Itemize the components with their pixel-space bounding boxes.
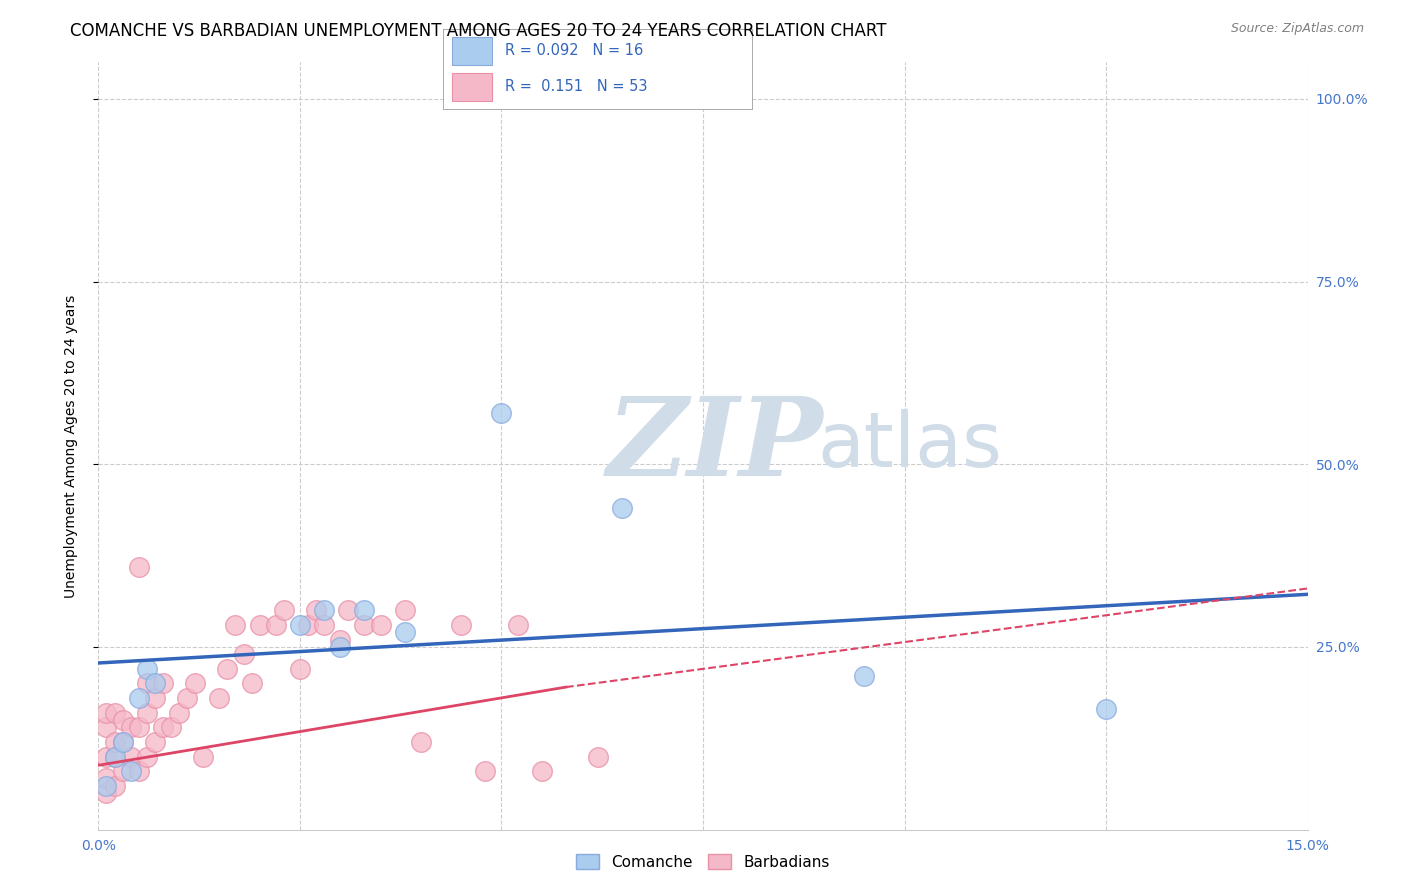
Text: R = 0.092   N = 16: R = 0.092 N = 16 [505, 43, 643, 58]
Point [329, 640, 352, 654]
Point [111, 764, 134, 778]
Point [111, 713, 134, 727]
FancyBboxPatch shape [453, 37, 492, 65]
Point [103, 735, 125, 749]
Text: COMANCHE VS BARBADIAN UNEMPLOYMENT AMONG AGES 20 TO 24 YEARS CORRELATION CHART: COMANCHE VS BARBADIAN UNEMPLOYMENT AMONG… [70, 22, 887, 40]
Y-axis label: Unemployment Among Ages 20 to 24 years: Unemployment Among Ages 20 to 24 years [63, 294, 77, 598]
Point [96, 786, 118, 800]
Point [128, 720, 150, 734]
Point [193, 749, 215, 764]
Point [586, 749, 609, 764]
Point [143, 676, 166, 690]
Point [273, 603, 295, 617]
Text: ZIP: ZIP [606, 392, 823, 500]
Point [329, 632, 352, 647]
Point [612, 501, 634, 516]
Point [96, 779, 118, 793]
Point [128, 559, 150, 574]
Point [176, 691, 198, 706]
FancyBboxPatch shape [453, 73, 492, 101]
Point [111, 735, 134, 749]
Point [143, 735, 166, 749]
Point [96, 706, 118, 720]
Point [208, 691, 231, 706]
Point [103, 706, 125, 720]
Point [96, 720, 118, 734]
Point [240, 676, 263, 690]
Point [152, 720, 174, 734]
Point [135, 662, 157, 676]
Point [288, 662, 311, 676]
Point [314, 603, 336, 617]
Point [143, 691, 166, 706]
Point [96, 749, 118, 764]
Point [314, 618, 336, 632]
Point [305, 603, 328, 617]
Point [120, 720, 142, 734]
Point [337, 603, 360, 617]
Point [474, 764, 496, 778]
Point [152, 676, 174, 690]
Point [224, 618, 246, 632]
Point [232, 647, 254, 661]
Text: Source: ZipAtlas.com: Source: ZipAtlas.com [1230, 22, 1364, 36]
Point [394, 603, 416, 617]
Point [135, 706, 157, 720]
Point [128, 764, 150, 778]
Point [160, 720, 183, 734]
Point [370, 618, 392, 632]
Point [450, 618, 472, 632]
Point [491, 406, 513, 420]
Point [506, 618, 529, 632]
Point [249, 618, 271, 632]
Legend: Comanche, Barbadians: Comanche, Barbadians [571, 847, 835, 876]
Text: R =  0.151   N = 53: R = 0.151 N = 53 [505, 79, 647, 95]
Point [353, 618, 375, 632]
Point [184, 676, 207, 690]
Point [120, 764, 142, 778]
Point [530, 764, 553, 778]
Point [288, 618, 311, 632]
Point [394, 625, 416, 640]
Point [135, 676, 157, 690]
Point [353, 603, 375, 617]
Point [128, 691, 150, 706]
Point [853, 669, 876, 683]
Point [1095, 702, 1118, 716]
Point [297, 618, 319, 632]
Point [120, 749, 142, 764]
Point [409, 735, 432, 749]
Point [96, 772, 118, 786]
Point [217, 662, 239, 676]
Point [264, 618, 287, 632]
Point [111, 735, 134, 749]
Point [103, 749, 125, 764]
Point [103, 779, 125, 793]
Point [135, 749, 157, 764]
Point [167, 706, 190, 720]
Point [103, 749, 125, 764]
Text: atlas: atlas [818, 409, 1002, 483]
